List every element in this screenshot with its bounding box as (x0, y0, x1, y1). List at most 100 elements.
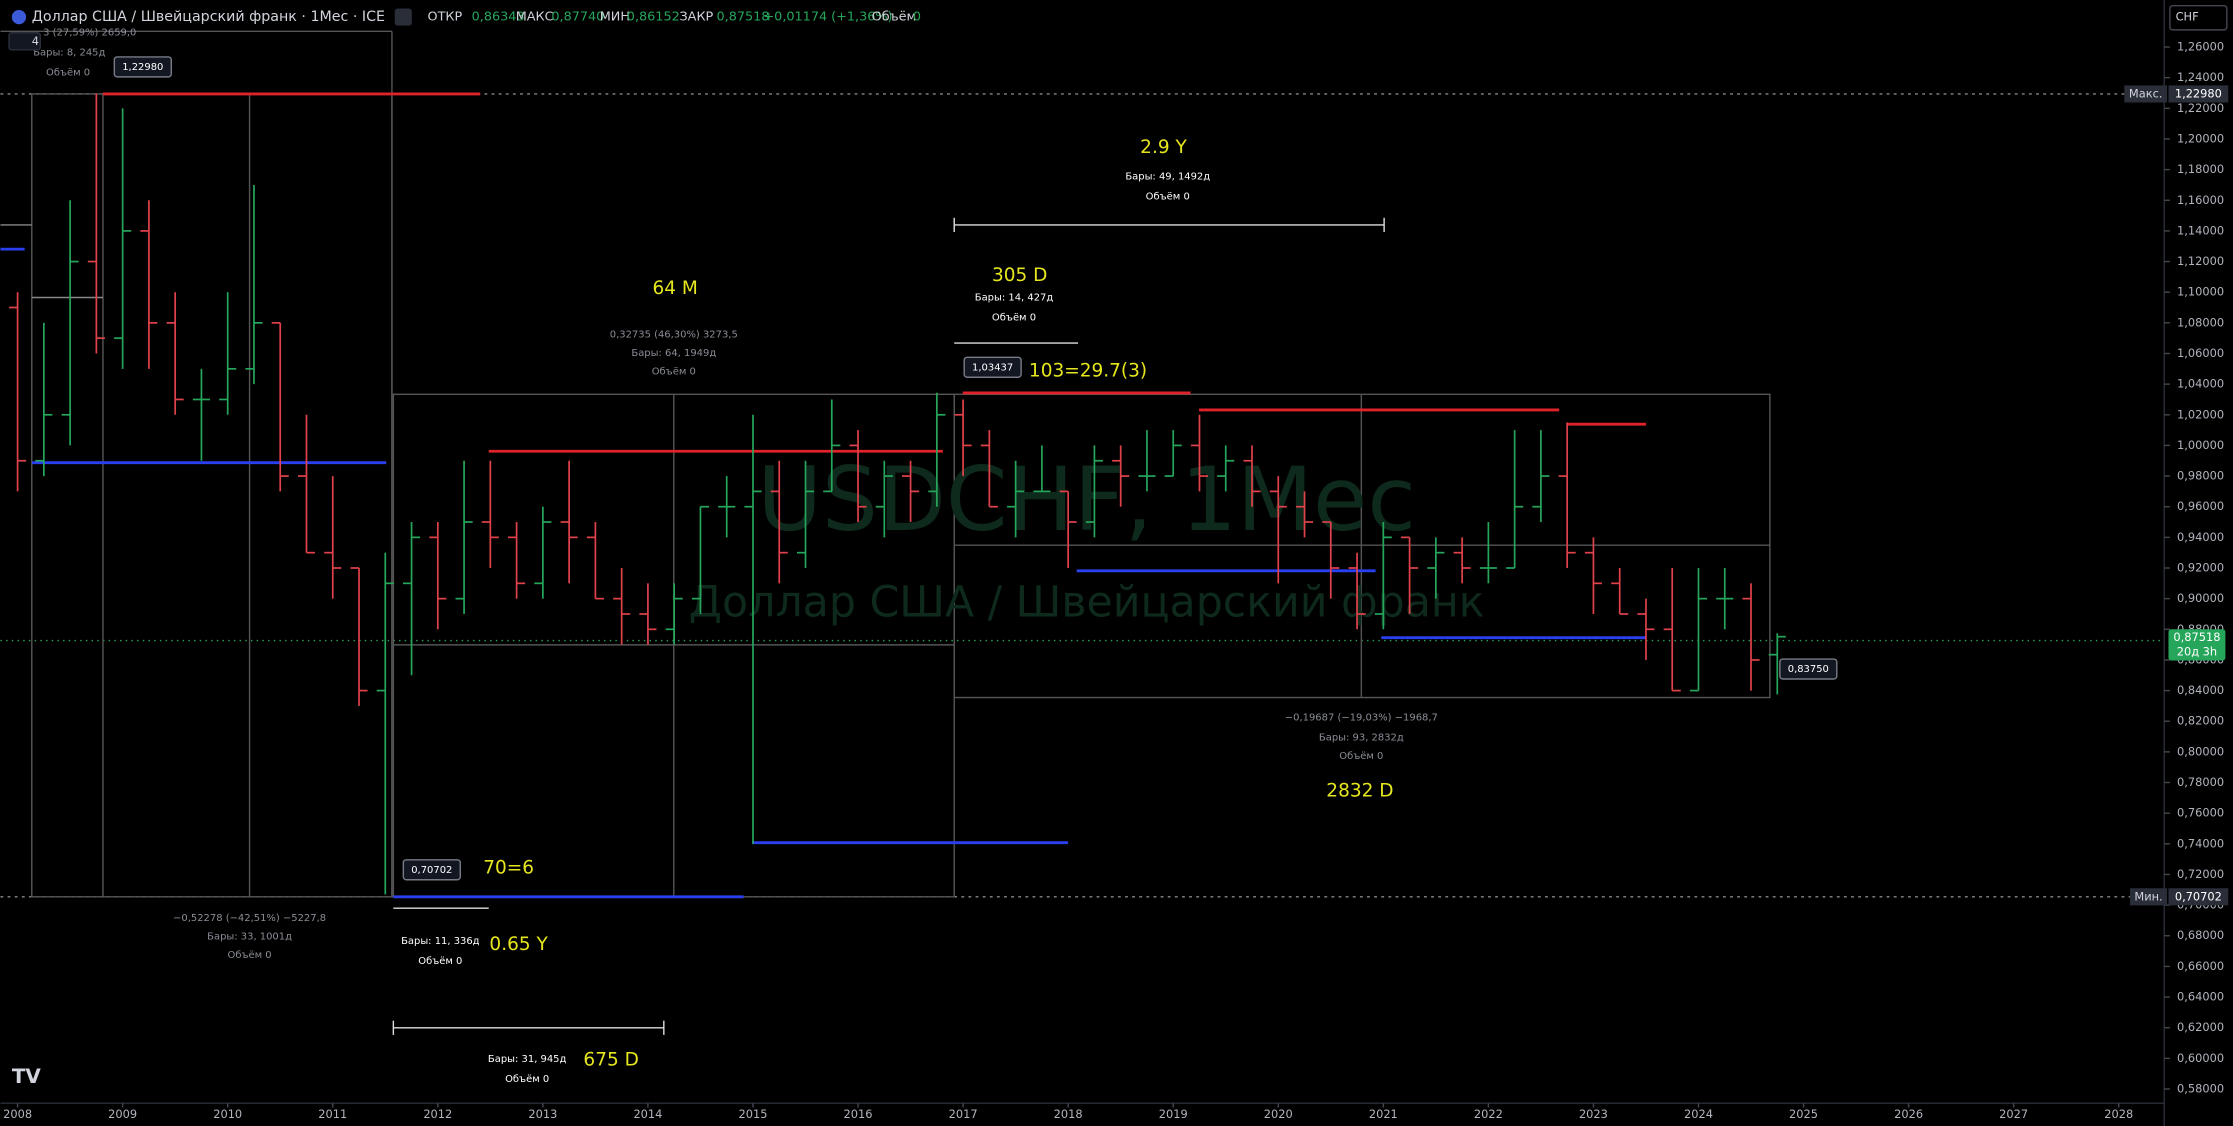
logo: TV (12, 1065, 42, 1088)
ohlc-bar (271, 321, 289, 492)
x-tick-label: 2016 (844, 1107, 873, 1121)
price-bars (9, 93, 1786, 895)
y-tick-label: 0,94000 (2177, 530, 2224, 544)
annotation: 305 D (992, 265, 1047, 286)
x-tick-label: 2024 (1684, 1107, 1713, 1121)
ohlc-bar (376, 552, 394, 895)
max-badge: 1,22980 (2175, 86, 2222, 100)
watermark: USDCHF, 1Мес (757, 448, 1416, 551)
ohlc-bar (61, 200, 79, 446)
ohlc-bar (1007, 460, 1025, 538)
low-label: МИН (600, 10, 630, 25)
ohlc-bar (849, 430, 867, 523)
annotation: Объём 0 (1339, 751, 1383, 762)
annotation: Бары: 14, 427д (975, 293, 1054, 304)
volume-label: Объём (872, 10, 917, 25)
ohlc-bar (1584, 537, 1602, 614)
annotation: 1,03437 (972, 362, 1013, 373)
ohlc-bar (954, 399, 972, 477)
ohlc-bar (1453, 537, 1471, 584)
ohlc-bar (718, 476, 736, 538)
ohlc-bar (1742, 583, 1760, 691)
watermark-sub: Доллар США / Швейцарский франк (689, 577, 1485, 627)
annotation: 3 (27,59%) 2659,0 (43, 28, 136, 39)
x-tick-label: 2014 (633, 1107, 662, 1121)
y-tick-label: 0,72000 (2177, 867, 2224, 881)
ohlc-bar (1689, 568, 1708, 692)
ohlc-bar (1322, 521, 1340, 599)
y-tick-label: 0,90000 (2177, 591, 2224, 605)
ohlc-bar (324, 476, 342, 599)
y-tick-label: 1,26000 (2177, 40, 2224, 54)
annotations: 3 (27,59%) 2659,0 Бары: 8, 245д Объём 0 1,2… (33, 28, 1838, 1085)
y-tick-label: 0,98000 (2177, 469, 2224, 483)
ohlc-bar (1033, 445, 1051, 493)
ohlc-bar (1663, 568, 1681, 692)
annotation: Бары: 8, 245д (33, 48, 105, 59)
currency-button[interactable] (2169, 4, 2228, 31)
y-tick-label: 0,68000 (2177, 928, 2224, 942)
x-tick-label: 2018 (1054, 1107, 1083, 1121)
ohlc-bar (928, 392, 946, 507)
ohlc-bar (613, 568, 631, 645)
x-tick-label: 2008 (3, 1107, 32, 1121)
x-tick-label: 2027 (1999, 1107, 2028, 1121)
ohlc-bar (245, 184, 263, 385)
ohlc-bar (1506, 430, 1524, 569)
ohlc-bar (823, 399, 841, 493)
x-tick-label: 2012 (423, 1107, 452, 1121)
y-tick-label: 1,06000 (2177, 346, 2224, 360)
callout-box (402, 859, 461, 881)
ohlc-bar (1112, 445, 1130, 507)
annotation: Бары: 64, 1949д (631, 348, 716, 359)
indicators-toggle[interactable] (8, 32, 42, 51)
support-lines (0, 247, 1647, 899)
ohlc-bar (1401, 536, 1419, 614)
annotation: Объём 0 (1146, 191, 1190, 202)
ohlc-bar (534, 506, 552, 599)
ohlc-bar (1217, 445, 1235, 492)
y-tick-label: 0,58000 (2177, 1081, 2224, 1095)
annotation: Объём 0 (505, 1074, 549, 1085)
drawings (0, 30, 2165, 1035)
annotation: Бары: 11, 336д (401, 936, 480, 947)
x-tick-label: 2011 (318, 1107, 347, 1121)
close: 0,87518 (716, 10, 769, 25)
ohlc-bar (1768, 633, 1786, 695)
price-badges: Макс. 1,22980 Мин. 0,70702 0,87518 20д 3… (2124, 85, 2229, 906)
ohlc-bar (1374, 522, 1392, 630)
ohlc-bar (87, 93, 105, 354)
collapse-button[interactable] (394, 8, 412, 26)
y-tick-label: 1,02000 (2177, 407, 2224, 421)
y-tick-label: 0,84000 (2177, 683, 2224, 697)
x-tick-label: 2022 (1474, 1107, 1503, 1121)
x-tick-label: 2025 (1789, 1107, 1818, 1121)
ohlc-bar (403, 522, 421, 676)
close-label: ЗАКР (679, 10, 713, 25)
y-tick-label: 1,14000 (2177, 223, 2224, 237)
y-tick-label: 1,24000 (2177, 70, 2224, 84)
ohlc-bar (1295, 491, 1314, 538)
ohlc-bar (1532, 430, 1550, 523)
badge (2168, 85, 2229, 103)
y-tick-label: 1,20000 (2177, 131, 2224, 145)
y-tick-label: 0,74000 (2177, 836, 2224, 850)
y-tick-label: 0,82000 (2177, 714, 2224, 728)
annotation: 0,70702 (411, 865, 452, 876)
ohlc-bar (744, 414, 762, 844)
range-arrows (392, 217, 1385, 1035)
ohlc-bar (1348, 552, 1366, 630)
callout-box (963, 356, 1022, 378)
ohlc-bar (1085, 445, 1103, 538)
x-tick-label: 2021 (1369, 1107, 1398, 1121)
ohlc-bar (9, 292, 27, 492)
y-tick-label: 0,62000 (2177, 1020, 2224, 1034)
annotation: 70=6 (483, 857, 534, 878)
ohlc-bar (902, 460, 920, 523)
header: Доллар США / Швейцарский франк · 1Мес · … (8, 4, 2228, 1088)
y-tick-label: 0,66000 (2177, 959, 2224, 973)
annotation: −0,52278 (−42,51%) −5227,8 (173, 913, 326, 924)
annotation: 64 M (653, 278, 698, 299)
